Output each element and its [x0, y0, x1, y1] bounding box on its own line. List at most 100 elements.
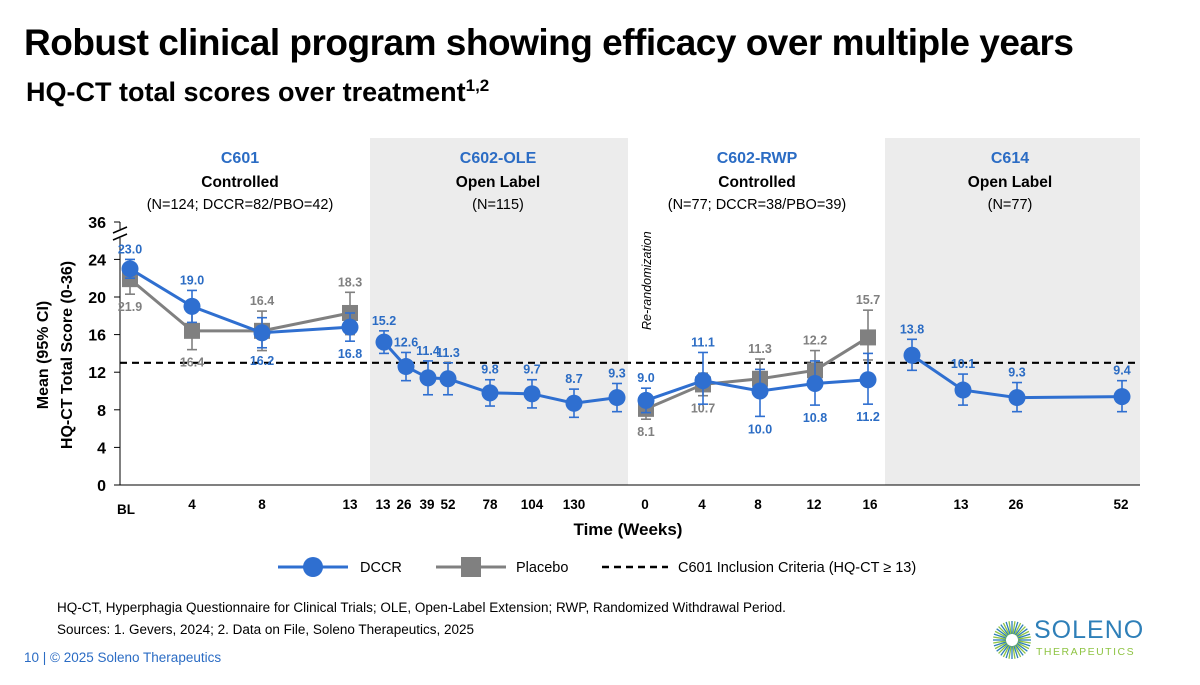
logo-ray [996, 628, 1008, 637]
logo-ray [1008, 621, 1012, 635]
x-axis-title: Time (Weeks) [574, 520, 683, 539]
y-tick-label: 8 [97, 403, 106, 420]
logo-ray [1008, 645, 1012, 659]
logo-ray [1017, 630, 1030, 638]
dccr-point [1113, 388, 1131, 406]
dccr-point [694, 372, 712, 390]
dccr-line-c601 [129, 267, 351, 335]
dccr-point [637, 391, 655, 409]
legend-dccr-label: DCCR [360, 560, 402, 576]
data-label: 10.8 [803, 411, 827, 425]
dccr-point [565, 394, 583, 412]
logo-ray [993, 641, 1007, 647]
logo-ray [1016, 643, 1028, 652]
dccr-point [397, 358, 415, 376]
legend-placebo-label: Placebo [516, 560, 568, 576]
y-tick-label: 4 [97, 440, 106, 457]
logo-ray [1014, 645, 1022, 658]
dccr-line-c614 [911, 354, 1123, 400]
data-label: 10.0 [748, 422, 772, 436]
study-n-c602-rwp: (N=77; DCCR=38/PBO=39) [668, 197, 847, 213]
x-tick-label: 130 [563, 497, 586, 512]
logo-ray [1015, 643, 1026, 654]
logo-ray [1013, 645, 1019, 659]
x-tick-label: 4 [698, 497, 706, 512]
data-label: 13.8 [900, 322, 924, 336]
data-label: 10.1 [951, 357, 975, 371]
x-tick-label: 78 [482, 497, 498, 512]
logo-ray [1012, 645, 1016, 659]
axis-break-mark [112, 233, 128, 241]
logo-ray [993, 633, 1007, 639]
x-tick-label: 13 [342, 497, 358, 512]
soleno-sunburst-icon [993, 621, 1031, 659]
soleno-logo: SOLENO THERAPEUTICS [990, 610, 1160, 670]
study-id-c614: C614 [991, 150, 1029, 167]
data-label: 18.3 [338, 275, 362, 289]
study-n-c602-ole: (N=115) [472, 197, 524, 213]
x-tick-label: 52 [440, 497, 455, 512]
logo-ray [1005, 645, 1011, 659]
data-label: 8.7 [565, 372, 582, 386]
data-label: 8.1 [637, 425, 654, 439]
logo-ray [1005, 621, 1011, 635]
dccr-point [121, 260, 139, 278]
x-tick-label: 39 [419, 497, 434, 512]
logo-ray [994, 630, 1007, 638]
dccr-point [523, 385, 541, 403]
logo-ray [998, 626, 1009, 637]
data-label: 11.3 [748, 342, 772, 356]
dccr-point [481, 384, 499, 402]
y-axis-title-line2: HQ-CT Total Score (0-36) [59, 261, 76, 449]
logo-ray [996, 643, 1008, 652]
data-label: 16.8 [338, 347, 362, 361]
logo-wordmark: SOLENO [1034, 616, 1145, 644]
data-label: 12.2 [803, 334, 827, 348]
study-type-c602-rwp: Controlled [718, 174, 796, 191]
x-tick-label: 0 [641, 497, 649, 512]
footnote-sources: Sources: 1. Gevers, 2024; 2. Data on Fil… [57, 622, 474, 637]
re-randomization-label: Re-randomization [640, 231, 654, 330]
logo-ray [1016, 628, 1028, 637]
x-tick-label: 13 [953, 497, 969, 512]
study-id-c601: C601 [221, 150, 259, 167]
dccr-point [859, 371, 877, 389]
data-label: 16.4 [250, 294, 274, 308]
legend-reference-label: C601 Inclusion Criteria (HQ-CT ≥ 13) [678, 560, 916, 576]
x-tick-label: 12 [806, 497, 821, 512]
data-label: 11.3 [436, 346, 460, 360]
legend-placebo-marker [461, 557, 481, 577]
data-label: 21.9 [118, 300, 142, 314]
data-label: 9.3 [1008, 366, 1025, 380]
logo-ray [1014, 622, 1022, 635]
x-tick-label: BL [117, 502, 135, 517]
legend-dccr-marker [303, 557, 323, 577]
logo-ray [1013, 621, 1019, 635]
y-tick-label: 0 [97, 478, 106, 495]
logo-ray [1017, 636, 1031, 640]
placebo-line-c601 [129, 277, 351, 333]
page-title: Robust clinical program showing efficacy… [24, 22, 1074, 63]
dccr-point [806, 374, 824, 392]
page-subtitle: HQ-CT total scores over treatment1,2 [26, 76, 489, 108]
x-tick-label: 26 [1008, 497, 1024, 512]
logo-ray [994, 642, 1007, 650]
x-tick-label: 4 [188, 497, 196, 512]
data-label: 11.2 [856, 410, 880, 424]
dccr-point [1008, 389, 1026, 407]
logo-ray [1000, 624, 1009, 636]
study-id-c602-ole: C602-OLE [460, 150, 537, 167]
x-tick-label: 16 [862, 497, 878, 512]
data-label: 9.4 [1113, 364, 1130, 378]
y-tick-label: 16 [88, 328, 106, 345]
dccr-point [903, 346, 921, 364]
y-tick-label: 20 [88, 290, 106, 307]
page-footer: 10 | © 2025 Soleno Therapeutics [24, 650, 222, 665]
subtitle-text: HQ-CT total scores over treatment [26, 77, 466, 107]
data-label: 9.0 [637, 371, 654, 385]
data-label: 11.4 [416, 344, 440, 358]
footnote-abbreviations: HQ-CT, Hyperphagia Questionnaire for Cli… [57, 600, 786, 615]
x-tick-label: 26 [396, 497, 412, 512]
logo-ray [1017, 633, 1031, 639]
x-tick-label: 13 [375, 497, 391, 512]
